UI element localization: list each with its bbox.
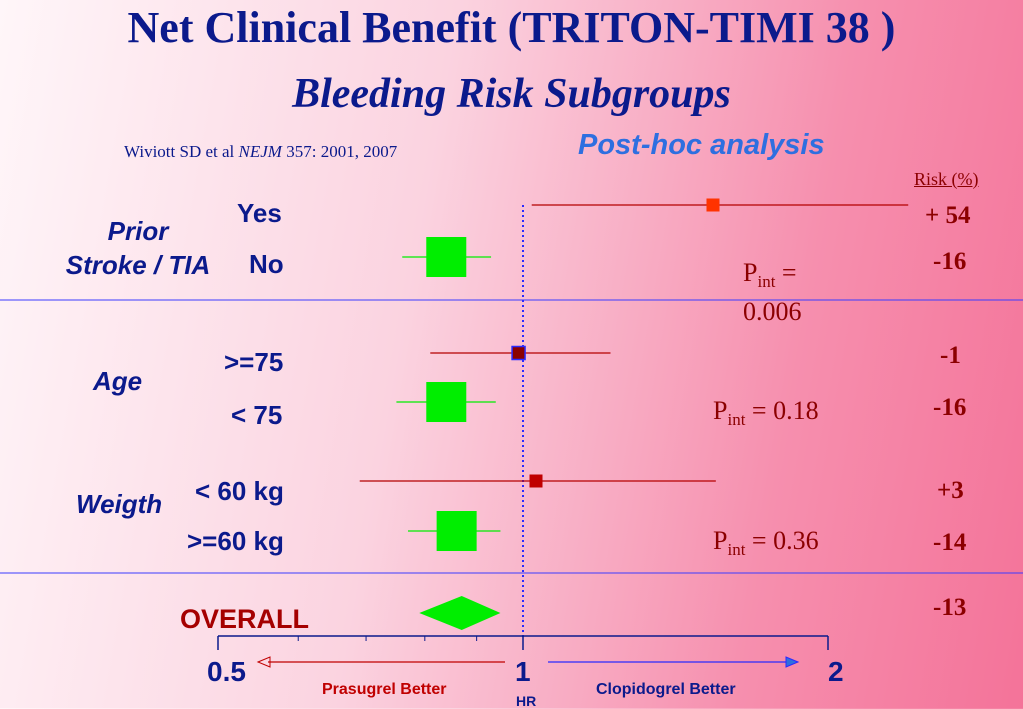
overall-label: OVERALL (180, 604, 310, 634)
point-estimate-marker (426, 382, 467, 422)
clopidogrel-better-arrowhead (785, 656, 800, 668)
risk-value: +3 (937, 477, 964, 504)
axis-tick-label: 0.5 (207, 656, 246, 687)
axis-label-hr: HR (516, 693, 537, 709)
subgroup-label-no: No (249, 249, 284, 279)
page-subtitle: Bleeding Risk Subgroups (292, 71, 731, 117)
p-interaction-prefix: P (713, 526, 728, 555)
risk-column-header: Risk (%) (914, 169, 979, 189)
risk-value-overall: -13 (933, 594, 967, 621)
point-estimate-marker (426, 237, 467, 277)
citation-journal: NEJM (238, 142, 282, 161)
p-interaction-sub: int (757, 272, 776, 292)
prasugrel-better-arrowhead (256, 656, 271, 668)
point-estimate-marker (529, 474, 543, 488)
group-label-age: Age (93, 366, 143, 396)
overall-diamond (419, 596, 501, 630)
point-estimate-marker (706, 198, 720, 212)
prasugrel-better-label: Prasugrel Better (322, 681, 447, 698)
p-interaction-eq: = (775, 258, 797, 287)
point-estimate-marker (511, 345, 526, 361)
risk-value: -16 (933, 394, 967, 421)
p-interaction-value: = 0.36 (745, 526, 819, 555)
p-interaction-line1: Pint = (743, 258, 802, 297)
risk-value: -14 (933, 529, 967, 556)
risk-value: + 54 (925, 202, 971, 229)
subgroup-label-age-75-plus: >=75 (224, 347, 284, 377)
p-interaction-value: = 0.18 (745, 396, 819, 425)
analysis-note: Post-hoc analysis (578, 129, 825, 161)
subgroup-label-yes: Yes (237, 198, 282, 228)
citation-authors: Wiviott SD et al (124, 142, 235, 161)
risk-value: -16 (933, 248, 967, 275)
clopidogrel-better-label: Clopidogrel Better (596, 681, 736, 698)
p-interaction-weight: Pint = 0.36 (713, 526, 819, 560)
subgroup-label-weight-under-60: < 60 kg (195, 476, 284, 506)
p-interaction-sub: int (727, 410, 746, 430)
p-interaction-prefix: P (743, 258, 758, 287)
p-interaction-line2: 0.006 (743, 297, 802, 327)
axis-tick-label: 2 (828, 656, 844, 687)
subgroup-label-weight-60-plus: >=60 kg (187, 526, 284, 556)
axis-tick-label: 1 (515, 656, 531, 687)
group-label-line1: Prior (107, 216, 169, 246)
p-interaction-sub: int (727, 540, 746, 560)
p-interaction-age: Pint = 0.18 (713, 396, 819, 430)
subgroup-label-age-under-75: < 75 (231, 400, 283, 430)
citation: Wiviott SD et al NEJM 357: 2001, 2007 (124, 142, 397, 162)
p-interaction-prefix: P (713, 396, 728, 425)
group-label-line2: Stroke / TIA (65, 250, 211, 280)
page-title: Net Clinical Benefit (TRITON-TIMI 38 ) (127, 3, 896, 52)
group-label-weight: Weigth (76, 489, 163, 519)
group-label-prior-stroke: Prior Stroke / TIA (52, 214, 224, 282)
point-estimate-marker (436, 511, 477, 551)
p-interaction-prior-stroke: Pint = 0.006 (743, 258, 802, 327)
risk-value: -1 (940, 342, 961, 369)
citation-ref: 357: 2001, 2007 (286, 142, 398, 161)
